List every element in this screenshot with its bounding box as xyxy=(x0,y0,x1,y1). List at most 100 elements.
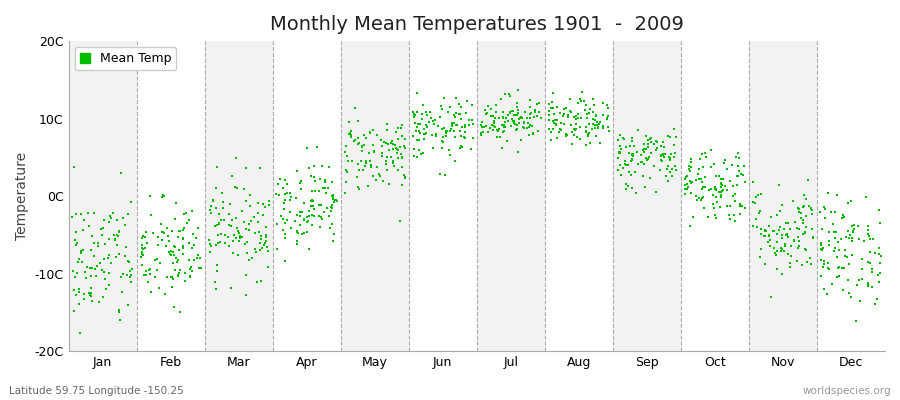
Mean Temp xyxy=(664,173,679,179)
Mean Temp xyxy=(697,204,711,211)
Mean Temp xyxy=(612,149,626,155)
Mean Temp xyxy=(393,125,408,131)
Mean Temp xyxy=(171,273,185,279)
Mean Temp xyxy=(369,176,383,183)
Mean Temp xyxy=(839,234,853,240)
Mean Temp xyxy=(391,147,405,153)
Mean Temp xyxy=(847,226,861,232)
Mean Temp xyxy=(511,149,526,155)
Mean Temp xyxy=(841,200,855,206)
Mean Temp xyxy=(805,226,819,232)
Mean Temp xyxy=(613,132,627,138)
Mean Temp xyxy=(85,298,99,305)
Mean Temp xyxy=(763,236,778,243)
Mean Temp xyxy=(481,102,495,109)
Mean Temp xyxy=(544,137,558,144)
Mean Temp xyxy=(235,234,249,240)
Mean Temp xyxy=(410,123,424,130)
Mean Temp xyxy=(386,160,400,166)
Mean Temp xyxy=(173,267,187,274)
Mean Temp xyxy=(601,105,616,111)
Mean Temp xyxy=(218,240,232,246)
Mean Temp xyxy=(172,270,186,276)
Mean Temp xyxy=(458,134,473,141)
Mean Temp xyxy=(156,229,170,235)
Mean Temp xyxy=(363,129,377,136)
Mean Temp xyxy=(708,186,723,193)
Mean Temp xyxy=(253,240,267,246)
Mean Temp xyxy=(407,113,421,120)
Mean Temp xyxy=(395,182,410,188)
Mean Temp xyxy=(498,123,512,130)
Mean Temp xyxy=(636,146,651,152)
Mean Temp xyxy=(845,238,859,244)
Mean Temp xyxy=(320,190,334,196)
Mean Temp xyxy=(212,221,226,228)
Mean Temp xyxy=(374,152,389,159)
Mean Temp xyxy=(155,194,169,201)
Mean Temp xyxy=(667,154,681,161)
Mean Temp xyxy=(419,130,434,137)
Mean Temp xyxy=(621,162,635,168)
Mean Temp xyxy=(244,218,258,224)
Mean Temp xyxy=(491,128,505,134)
Mean Temp xyxy=(816,203,831,210)
Mean Temp xyxy=(581,130,596,136)
Mean Temp xyxy=(71,259,86,266)
Mean Temp xyxy=(513,114,527,121)
Mean Temp xyxy=(696,164,710,170)
Mean Temp xyxy=(704,164,718,170)
Mean Temp xyxy=(270,246,284,252)
Mean Temp xyxy=(108,237,122,244)
Mean Temp xyxy=(823,266,837,272)
Mean Temp xyxy=(325,193,339,200)
Mean Temp xyxy=(316,185,330,192)
Mean Temp xyxy=(96,225,111,231)
Mean Temp xyxy=(723,178,737,184)
Mean Temp xyxy=(549,122,563,128)
Mean Temp xyxy=(310,144,324,150)
Mean Temp xyxy=(530,101,544,108)
Mean Temp xyxy=(814,246,828,253)
Mean Temp xyxy=(209,185,223,191)
Mean Temp xyxy=(734,170,749,177)
Mean Temp xyxy=(124,279,139,285)
Mean Temp xyxy=(300,219,314,225)
Mean Temp xyxy=(486,113,500,120)
Mean Temp xyxy=(210,268,224,274)
Mean Temp xyxy=(290,212,304,218)
Mean Temp xyxy=(363,157,377,164)
Mean Temp xyxy=(212,220,227,226)
Mean Temp xyxy=(873,270,887,276)
Mean Temp xyxy=(327,198,341,205)
Mean Temp xyxy=(730,173,744,180)
Mean Temp xyxy=(83,292,97,298)
Mean Temp xyxy=(567,132,581,138)
Mean Temp xyxy=(683,178,698,185)
Mean Temp xyxy=(495,109,509,115)
Mean Temp xyxy=(772,227,787,234)
Mean Temp xyxy=(621,169,635,176)
Mean Temp xyxy=(370,132,384,138)
Mean Temp xyxy=(338,179,353,186)
Mean Temp xyxy=(840,254,854,260)
Mean Temp xyxy=(599,116,614,122)
Mean Temp xyxy=(723,203,737,209)
Mean Temp xyxy=(728,191,742,197)
Mean Temp xyxy=(308,178,322,184)
Mean Temp xyxy=(413,130,428,136)
Mean Temp xyxy=(348,105,363,111)
Mean Temp xyxy=(278,234,293,241)
Mean Temp xyxy=(212,239,227,245)
Mean Temp xyxy=(545,99,560,106)
Mean Temp xyxy=(85,233,99,240)
Mean Temp xyxy=(67,287,81,293)
Mean Temp xyxy=(831,238,845,245)
Mean Temp xyxy=(159,273,174,280)
Mean Temp xyxy=(693,156,707,162)
Mean Temp xyxy=(758,228,772,234)
Mean Temp xyxy=(574,115,589,121)
Mean Temp xyxy=(678,185,692,192)
Mean Temp xyxy=(681,184,696,190)
Mean Temp xyxy=(211,239,225,246)
